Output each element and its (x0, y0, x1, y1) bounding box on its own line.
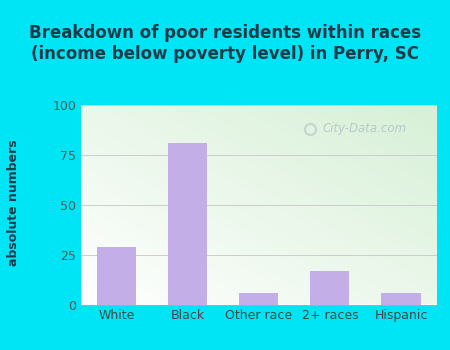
Bar (97, 247, 136, 304)
Text: Breakdown of poor residents within races
(income below poverty level) in Perry, : Breakdown of poor residents within races… (29, 24, 421, 63)
Text: absolute numbers: absolute numbers (7, 140, 20, 266)
Bar (382, 293, 420, 304)
Bar (168, 143, 207, 304)
Bar (310, 271, 349, 304)
Text: City-Data.com: City-Data.com (323, 122, 407, 135)
Bar (239, 293, 278, 304)
